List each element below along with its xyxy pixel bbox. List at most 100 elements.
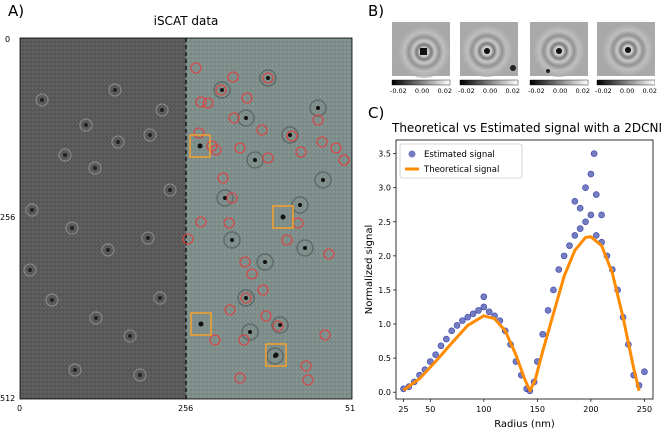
detection-circle-14: [295, 146, 307, 158]
detection-circle-9: [210, 144, 222, 156]
particle-r-6: [291, 196, 309, 214]
particle-r-4: [216, 189, 234, 207]
estimated-point-32: [566, 242, 573, 249]
estimated-point-36: [587, 211, 595, 219]
ytick-label-6: 3.0: [378, 184, 391, 193]
cbar-4-tick-mid: 0.00: [619, 87, 635, 95]
particle-3: [143, 128, 157, 142]
detection-circle-22: [182, 233, 194, 245]
ytick-0: 0: [5, 35, 11, 44]
detection-circle-27: [257, 284, 269, 296]
detection-circle-5: [241, 92, 253, 104]
detection-circle-15: [338, 154, 350, 166]
estimated-point-11: [459, 317, 466, 324]
highlight-box-1-particle: [280, 214, 286, 220]
particle-19: [155, 103, 169, 117]
particle-6: [25, 203, 39, 217]
chart-legend: Estimated signal Theoretical signal: [399, 143, 523, 179]
detection-circle-31: [272, 320, 284, 332]
estimated-point-29: [550, 286, 557, 294]
estimated-point-10: [453, 322, 461, 329]
estimated-point-49: [582, 184, 589, 192]
particle-15: [133, 368, 147, 382]
detection-circle-12: [316, 136, 328, 148]
estimated-point-37: [590, 150, 598, 157]
estimated-point-14: [475, 307, 482, 314]
cbar-ticks-1: -0.02 0.00 0.02: [390, 87, 452, 95]
detection-circle-20: [195, 216, 207, 228]
particle-r-9: [271, 316, 289, 334]
detection-circle-2: [262, 72, 274, 84]
cbar-3-tick-mid: 0.00: [552, 87, 568, 95]
estimated-point-5: [426, 358, 434, 365]
detection-circle-0: [190, 62, 202, 74]
panel-c-label: C): [368, 104, 385, 122]
highlight-box-2: [190, 312, 212, 336]
cbar-4-tick-min: -0.02: [595, 87, 612, 95]
estimated-point-33: [571, 232, 579, 239]
theoretical-line: [402, 235, 641, 393]
estimated-point-27: [539, 330, 547, 338]
detection-circle-18: [226, 192, 238, 204]
estimated-point-15: [480, 303, 488, 311]
thumbnail-2: [459, 22, 519, 86]
xtick-256: 256: [178, 404, 194, 413]
estimated-point-35: [582, 218, 589, 226]
xtick-label-4: 200: [583, 405, 598, 414]
detection-circle-23: [239, 256, 251, 268]
ytick-label-7: 3.5: [378, 150, 391, 159]
cbar-4-tick-max: 0.02: [642, 87, 657, 95]
particle-8: [101, 243, 115, 257]
panel-b-thumbnails: [391, 22, 655, 86]
ytick-512: 512: [0, 394, 16, 403]
xtick-0: 0: [17, 404, 23, 413]
estimated-point-38: [592, 232, 600, 239]
detection-circle-11: [286, 130, 298, 142]
estimated-point-30: [555, 266, 563, 273]
particle-r-15: [309, 99, 327, 117]
particle-4: [58, 148, 72, 162]
legend-box: [399, 143, 523, 179]
particle-layer: [23, 69, 332, 382]
cbar-1-tick-min: -0.02: [390, 87, 407, 95]
detection-circle-39: [195, 96, 207, 108]
particle-0: [35, 93, 49, 107]
chart-title: Theoretical vs Estimated signal with a 2…: [392, 121, 661, 135]
particle-18: [108, 83, 122, 97]
image-frame: [19, 37, 353, 400]
xtick-512: 51: [345, 404, 356, 413]
particle-r-13: [223, 231, 241, 249]
detection-circle-33: [238, 334, 250, 346]
detection-circle-40: [206, 140, 218, 152]
particle-16: [163, 183, 177, 197]
cbar-1-tick-max: 0.02: [437, 87, 452, 95]
highlight-box-0: [189, 134, 211, 158]
estimated-point-9: [448, 327, 455, 335]
cbar-2-tick-max: 0.02: [505, 87, 520, 95]
detection-circle-13: [330, 142, 342, 154]
estimated-point-34: [576, 225, 584, 232]
particle-7: [65, 221, 79, 235]
detection-circle-28: [240, 292, 252, 304]
x-axis-label: Radius (nm): [494, 419, 555, 430]
legend-estimated-marker: [408, 150, 416, 158]
detection-circle-37: [234, 372, 246, 384]
estimated-point-51: [592, 191, 600, 198]
particle-r-10: [296, 239, 314, 257]
particle-r-12: [241, 323, 259, 341]
detection-circle-6: [228, 112, 240, 124]
xtick-label-3: 150: [530, 405, 545, 414]
detection-circle-35: [300, 360, 312, 372]
y-axis-label: Normalized signal: [364, 225, 375, 314]
detection-circle-38: [312, 114, 324, 126]
xtick-label-0: 25: [398, 405, 408, 414]
ytick-label-4: 2.0: [378, 252, 391, 261]
detection-circle-30: [260, 310, 272, 322]
highlight-box-3-particle: [273, 352, 279, 358]
cbar-3-tick-max: 0.02: [575, 87, 590, 95]
detection-circle-4: [202, 97, 214, 109]
detection-circle-36: [302, 374, 314, 386]
highlight-box-2-particle: [198, 321, 204, 327]
particle-r-8: [237, 289, 255, 307]
detection-circle-7: [256, 124, 268, 136]
